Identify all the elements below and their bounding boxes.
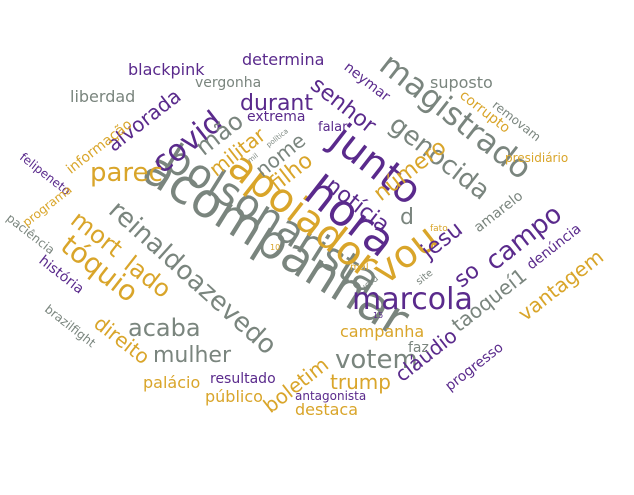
- word-15: 15: [373, 311, 384, 320]
- word-votem: votem: [335, 345, 418, 375]
- word-programa: programa: [19, 182, 75, 230]
- word-determina: determina: [242, 50, 325, 69]
- word-mal: mal: [350, 262, 369, 273]
- word-trump: trump: [330, 370, 391, 394]
- word-vergonha: vergonha: [195, 75, 262, 91]
- word-campanha: campanha: [340, 322, 425, 341]
- word-acaba: acaba: [128, 314, 201, 342]
- word-blackpink: blackpink: [128, 60, 205, 79]
- word-publico: público: [205, 387, 263, 406]
- word-presidiario: presidiário: [505, 151, 569, 165]
- word-10: 10: [270, 243, 281, 252]
- word-liberdad: liberdad: [70, 87, 136, 106]
- word-mulher: mulher: [153, 343, 232, 368]
- word-durant: durant: [240, 91, 314, 116]
- word-palacio: palácio: [143, 373, 201, 392]
- word-suposto: suposto: [430, 73, 493, 92]
- word-parec: parec: [90, 158, 163, 188]
- word-fato: fato: [430, 224, 448, 234]
- word-brazilfight: brazilfight: [42, 301, 99, 351]
- word-falar: falar: [318, 120, 348, 135]
- word-faz: faz: [408, 340, 429, 356]
- word-d: d: [400, 205, 414, 230]
- word-extrema: extrema: [247, 109, 306, 125]
- word-destaca: destaca: [295, 400, 359, 419]
- word-resultado: resultado: [210, 371, 276, 387]
- word-antagonista: antagonista: [295, 389, 367, 403]
- word-marcola: marcola: [352, 282, 473, 317]
